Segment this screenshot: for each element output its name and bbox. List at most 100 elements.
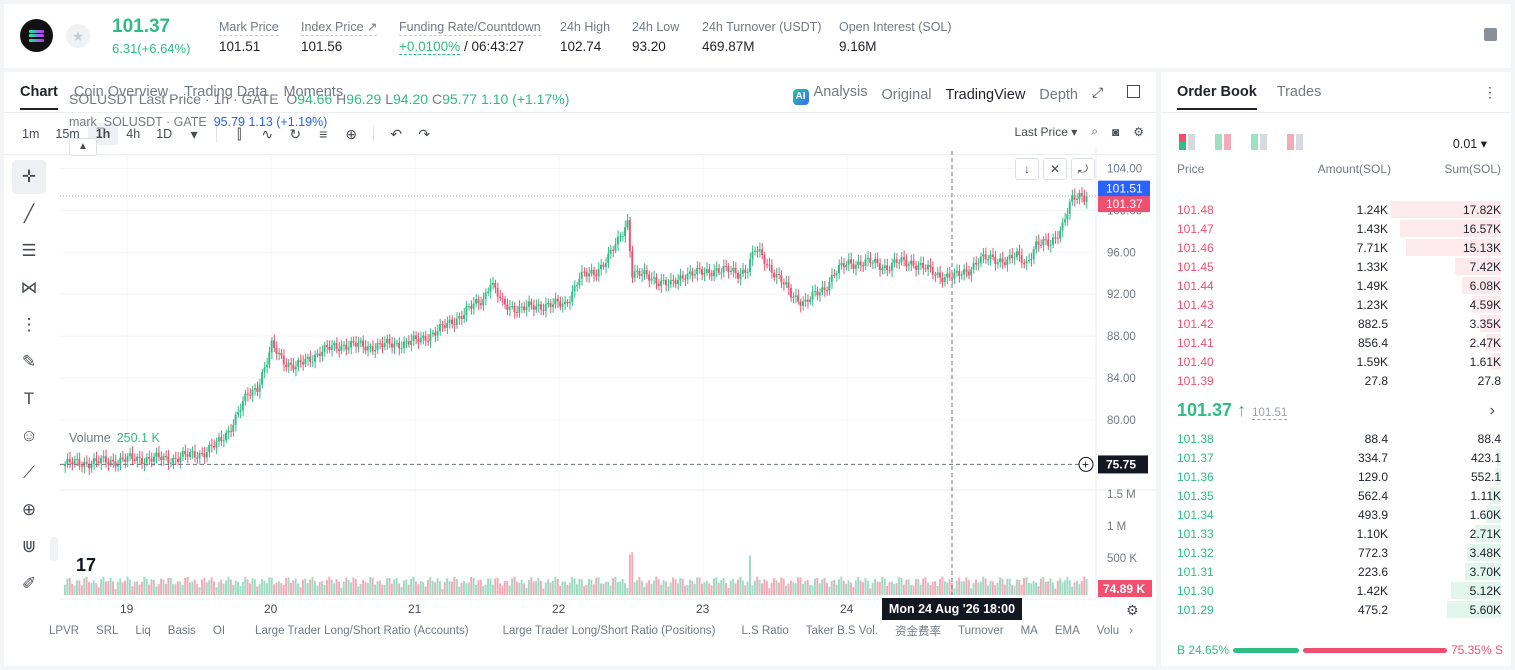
stat-index-price[interactable]: Index Price ↗ 101.56	[301, 20, 378, 54]
trend-line-icon[interactable]: ╱	[23, 204, 35, 223]
brush-icon[interactable]: ✎	[21, 352, 37, 371]
magnet-icon[interactable]: ⋓	[21, 537, 37, 556]
tab-trades[interactable]: Trades	[1276, 84, 1322, 100]
text-tool-icon[interactable]: T	[23, 389, 35, 408]
interval-dropdown-chevron-icon[interactable]: ▾	[190, 125, 198, 142]
camera-icon[interactable]: ◙	[1111, 124, 1120, 139]
search-icon[interactable]: ⌕	[1091, 124, 1098, 138]
indicator-turnover[interactable]: Turnover	[957, 625, 1004, 637]
bid-row[interactable]: 101.31 223.6 3.70K	[1161, 562, 1511, 581]
horizontal-lines-icon[interactable]: ☰	[21, 241, 37, 260]
bid-row[interactable]: 101.29 475.2 5.60K	[1161, 600, 1511, 619]
tab-order-book[interactable]: Order Book	[1177, 84, 1257, 110]
redo-icon[interactable]: ↷	[418, 125, 431, 142]
indicator-ls-ratio[interactable]: L.S Ratio	[741, 625, 789, 637]
bid-row[interactable]: 101.34 493.9 1.60K	[1161, 505, 1511, 524]
bid-row[interactable]: 101.30 1.42K 5.12K	[1161, 581, 1511, 600]
layout-sells-icon[interactable]	[1287, 134, 1303, 150]
indicator-ema[interactable]: EMA	[1054, 625, 1080, 637]
ask-row[interactable]: 101.42 882.5 3.35K	[1161, 314, 1511, 333]
view-analysis[interactable]: AI Analysis	[792, 84, 868, 105]
add-alert-icon[interactable]: ⊕	[345, 125, 358, 142]
bid-row[interactable]: 101.36 129.0 552.1	[1161, 467, 1511, 486]
ask-row[interactable]: 101.39 27.8 27.8	[1161, 371, 1511, 390]
ask-row[interactable]: 101.48 1.24K 17.82K	[1161, 200, 1511, 219]
candle-body	[1047, 239, 1050, 246]
indicator-funding-rate[interactable]: 资金费率	[894, 626, 941, 638]
indicator-basis[interactable]: Basis	[167, 625, 196, 637]
view-depth[interactable]: Depth	[1039, 86, 1078, 103]
pencil-lock-icon[interactable]: ✐	[21, 574, 37, 593]
view-original[interactable]: Original	[881, 86, 932, 103]
legend-collapse-chevron-icon[interactable]: ▲	[69, 138, 97, 156]
maximize-pane-icon[interactable]: ⤾	[1071, 158, 1095, 180]
interval-4h[interactable]: 4h	[126, 127, 141, 141]
mid-chevron-right-icon[interactable]: ›	[1489, 402, 1495, 419]
ask-row[interactable]: 101.46 7.71K 15.13K	[1161, 238, 1511, 257]
volume-bar	[676, 583, 679, 595]
undo-icon[interactable]: ↶	[390, 125, 403, 142]
indicators-icon[interactable]: ∿	[261, 125, 274, 142]
indicator-volume[interactable]: Volu	[1096, 625, 1120, 637]
emoji-icon[interactable]: ☺	[20, 426, 38, 445]
indicator-ls-positions[interactable]: Large Trader Long/Short Ratio (Positions…	[502, 625, 716, 637]
interval-15m[interactable]: 15m	[55, 127, 80, 141]
templates-icon[interactable]: ≡	[319, 126, 328, 142]
indicator-oi[interactable]: OI	[212, 625, 226, 637]
price-source-select[interactable]: Last Price ▾	[1014, 124, 1078, 139]
tab-moments[interactable]: Moments	[283, 84, 344, 100]
tab-trading-data[interactable]: Trading Data	[184, 84, 268, 100]
add-alert-plus-icon[interactable]	[1078, 456, 1094, 472]
bid-row[interactable]: 101.35 562.4 1.11K	[1161, 486, 1511, 505]
layout-asks-icon[interactable]	[1251, 134, 1267, 150]
book-icon[interactable]	[1484, 28, 1497, 41]
bid-row[interactable]: 101.37 334.7 423.1	[1161, 448, 1511, 467]
indicators-more-chevron-icon[interactable]: ›	[1129, 625, 1133, 637]
ask-row[interactable]: 101.41 856.4 2.47K	[1161, 333, 1511, 352]
indicator-taker-vol[interactable]: Taker B.S Vol.	[805, 625, 878, 637]
tab-coin-overview[interactable]: Coin Overview	[73, 84, 169, 100]
compare-icon[interactable]: ↻	[289, 125, 302, 142]
sidebar-collapse-handle[interactable]	[50, 537, 58, 561]
ask-row[interactable]: 101.40 1.59K 1.61K	[1161, 352, 1511, 371]
indicator-ma[interactable]: MA	[1020, 625, 1038, 637]
row-amount: 334.7	[1357, 451, 1388, 465]
bid-row[interactable]: 101.33 1.10K 2.71K	[1161, 524, 1511, 543]
window-mode-icon[interactable]	[1127, 85, 1140, 98]
ruler-icon[interactable]: ⟋	[23, 463, 35, 482]
indicator-lpvr[interactable]: LPVR	[49, 625, 80, 637]
volume-bar	[866, 580, 869, 595]
ask-row[interactable]: 101.45 1.33K 7.42K	[1161, 257, 1511, 276]
collapse-pane-icon[interactable]: ✕	[1043, 158, 1067, 180]
tab-chart[interactable]: Chart	[20, 84, 58, 110]
volume-bar	[768, 588, 771, 595]
candle-type-icon[interactable]: ⫿	[236, 125, 242, 142]
plus-icon[interactable]: +	[1082, 457, 1089, 471]
bid-row[interactable]: 101.38 88.4 88.4	[1161, 429, 1511, 448]
expand-icon[interactable]: ⤢	[1092, 84, 1104, 100]
depth-bar	[1391, 201, 1501, 218]
settings-gear-icon[interactable]: ⚙	[1133, 124, 1144, 139]
time-axis-settings-icon[interactable]: ⚙	[1126, 603, 1139, 619]
pattern-icon[interactable]: ⋈	[20, 278, 38, 297]
zoom-in-icon[interactable]: ⊕	[21, 500, 37, 519]
indicator-srl[interactable]: SRL	[96, 625, 119, 637]
more-menu-icon[interactable]: ⋮	[1483, 84, 1497, 100]
interval-1m[interactable]: 1m	[22, 127, 40, 141]
layout-both-icon[interactable]	[1179, 134, 1195, 150]
fib-icon[interactable]: ⋮	[20, 315, 38, 334]
price-chart[interactable]: 104.00100.0096.0092.0088.0084.0080.00192…	[4, 72, 1156, 620]
view-tradingview[interactable]: TradingView	[945, 86, 1026, 103]
indicator-ls-accounts[interactable]: Large Trader Long/Short Ratio (Accounts)	[255, 625, 469, 637]
crosshair-icon[interactable]: ✛	[12, 160, 46, 194]
layout-bids-icon[interactable]	[1215, 134, 1231, 150]
favorite-star-icon[interactable]: ★	[66, 24, 90, 48]
interval-1d[interactable]: 1D	[156, 127, 173, 141]
scroll-down-icon[interactable]: ↓	[1015, 158, 1039, 180]
precision-select[interactable]: 0.01 ▾	[1452, 137, 1487, 151]
indicator-liq[interactable]: Liq	[135, 625, 151, 637]
ask-row[interactable]: 101.47 1.43K 16.57K	[1161, 219, 1511, 238]
ask-row[interactable]: 101.44 1.49K 6.08K	[1161, 276, 1511, 295]
ask-row[interactable]: 101.43 1.23K 4.59K	[1161, 295, 1511, 314]
bid-row[interactable]: 101.32 772.3 3.48K	[1161, 543, 1511, 562]
